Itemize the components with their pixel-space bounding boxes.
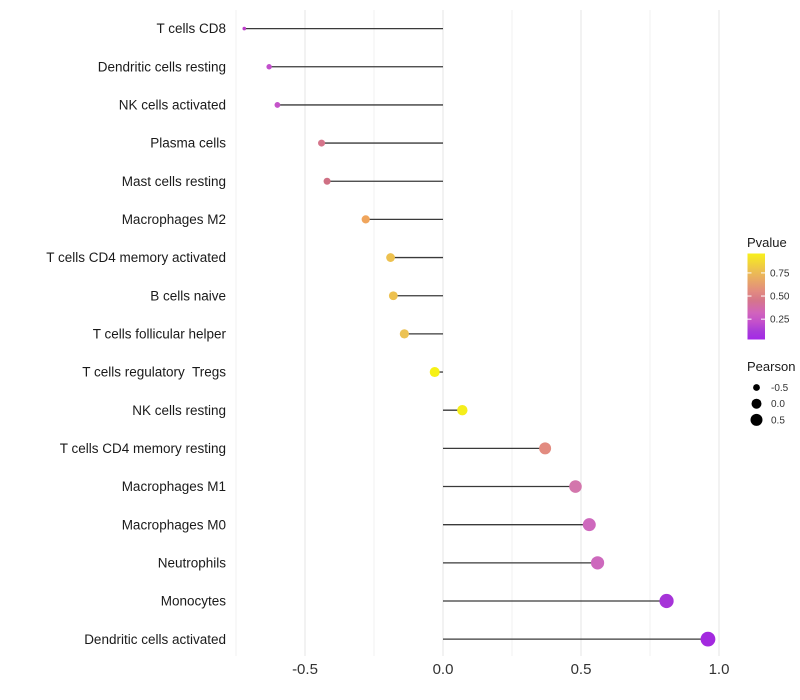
y-axis-label: Macrophages M0	[122, 517, 226, 532]
x-axis-labels: -0.5 0.0 0.5 1.0	[292, 661, 729, 678]
lollipop-point	[274, 102, 281, 108]
pvalue-colorbar-tick-label: 0.75	[770, 268, 790, 279]
x-axis-tick-label: 1.0	[709, 661, 730, 678]
lollipop-point	[590, 556, 605, 570]
y-axis-label: Plasma cells	[150, 136, 226, 151]
lollipop-point	[388, 291, 398, 301]
y-axis-label: B cells naive	[150, 288, 226, 303]
lollipop-point	[429, 367, 440, 378]
lollipop-point	[569, 480, 582, 493]
pearson-legend-title: Pearson	[747, 359, 795, 374]
x-axis-tick-label: 0.5	[571, 661, 592, 678]
y-axis-label: Monocytes	[161, 594, 227, 609]
y-axis-label: NK cells resting	[132, 403, 226, 418]
pvalue-colorbar	[747, 253, 765, 340]
y-axis-label: T cells CD4 memory activated	[46, 250, 226, 265]
y-axis-label: Macrophages M1	[122, 479, 226, 494]
x-axis-tick-label: 0.0	[433, 661, 454, 678]
y-axis-label: Neutrophils	[158, 555, 227, 570]
y-axis-label: T cells follicular helper	[93, 326, 227, 341]
pearson-legend-label: -0.5	[771, 383, 789, 394]
lollipop-point	[386, 253, 395, 262]
lollipop-point	[242, 26, 247, 31]
y-axis-label: T cells regulatory Tregs	[82, 365, 226, 380]
pvalue-legend: Pvalue 0.75 0.50 0.25	[747, 235, 790, 340]
gridlines	[235, 10, 720, 656]
pvalue-colorbar-tick-label: 0.50	[770, 292, 790, 303]
lollipop-point	[266, 64, 272, 70]
y-axis-label: T cells CD4 memory resting	[60, 441, 226, 456]
x-axis-tick-label: -0.5	[292, 661, 318, 678]
lollipop-point	[700, 631, 716, 647]
y-axis-label: Dendritic cells activated	[84, 632, 226, 647]
lollipop-point	[318, 139, 326, 147]
y-axis-label: Dendritic cells resting	[98, 59, 226, 74]
y-axis-label: Macrophages M2	[122, 212, 226, 227]
lollipop-point	[399, 329, 409, 339]
pearson-legend-dot	[750, 413, 763, 426]
lollipop-point	[361, 215, 370, 224]
y-axis-label: NK cells activated	[119, 98, 226, 113]
pearson-legend-label: 0.5	[771, 415, 785, 426]
lollipop-point	[659, 593, 674, 609]
pearson-legend-label: 0.0	[771, 399, 785, 410]
lollipop-point	[457, 405, 468, 416]
y-axis-labels: T cells CD8 Dendritic cells resting NK cel…	[46, 21, 226, 647]
lollipop-point	[323, 177, 331, 185]
pearson-legend-dot	[751, 398, 762, 409]
lollipop-segments	[244, 27, 708, 640]
y-axis-label: T cells CD8	[156, 21, 226, 36]
lollipop-point	[582, 518, 596, 532]
lollipop-point	[539, 442, 552, 455]
pvalue-legend-title: Pvalue	[747, 235, 787, 250]
pvalue-colorbar-tick-label: 0.25	[770, 315, 790, 326]
lollipop-points	[242, 26, 716, 647]
y-axis-label: Mast cells resting	[122, 174, 226, 189]
pearson-legend-dot	[753, 384, 760, 391]
pearson-legend: Pearson -0.5 0.0 0.5	[747, 359, 795, 426]
